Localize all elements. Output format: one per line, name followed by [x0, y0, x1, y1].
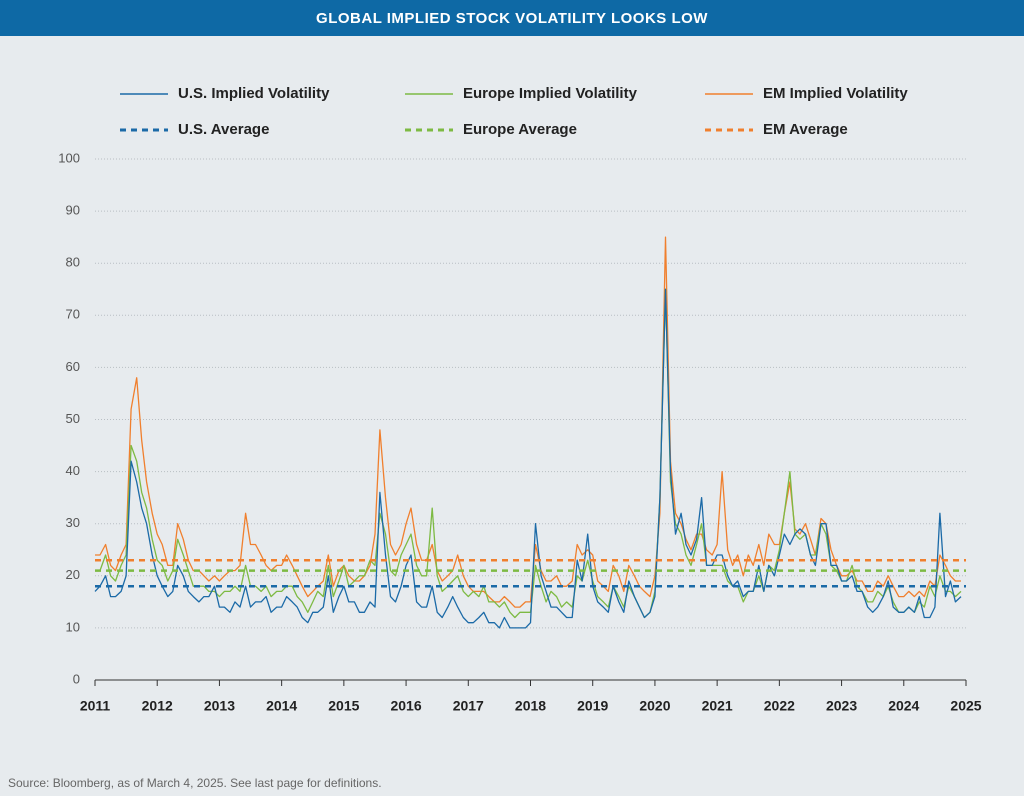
x-tick-label: 2018: [515, 698, 546, 714]
y-tick-label: 30: [66, 515, 80, 530]
legend-label: EM Implied Volatility: [763, 85, 908, 102]
x-tick-label: 2014: [266, 698, 297, 714]
y-tick-label: 80: [66, 255, 80, 270]
x-tick-label: 2013: [204, 698, 235, 714]
y-tick-label: 20: [66, 567, 80, 582]
y-tick-label: 10: [66, 619, 80, 634]
y-tick-label: 40: [66, 463, 80, 478]
x-tick-label: 2012: [142, 698, 173, 714]
legend-label: EM Average: [763, 121, 848, 138]
title-bar: [0, 0, 1024, 36]
x-tick-label: 2023: [826, 698, 857, 714]
y-tick-label: 0: [73, 671, 80, 686]
series-line: [94, 288, 962, 629]
x-tick-label: 2011: [80, 698, 111, 714]
legend-label: Europe Average: [463, 121, 577, 138]
y-tick-label: 60: [66, 359, 80, 374]
y-tick-label: 70: [66, 307, 80, 322]
x-tick-label: 2016: [390, 698, 421, 714]
x-tick-label: 2025: [950, 698, 981, 714]
legend-label: U.S. Implied Volatility: [178, 85, 330, 102]
y-tick-label: 50: [66, 411, 80, 426]
x-tick-label: 2022: [764, 698, 795, 714]
x-tick-label: 2019: [577, 698, 608, 714]
x-tick-label: 2024: [888, 698, 919, 714]
x-tick-label: 2015: [328, 698, 359, 714]
x-tick-label: 2021: [702, 698, 733, 714]
y-tick-label: 90: [66, 203, 80, 218]
chart-title: GLOBAL IMPLIED STOCK VOLATILITY LOOKS LO…: [316, 10, 708, 27]
source-note: Source: Bloomberg, as of March 4, 2025. …: [8, 776, 382, 790]
legend-label: Europe Implied Volatility: [463, 85, 638, 102]
series-line: [95, 288, 962, 619]
y-tick-label: 100: [58, 150, 80, 165]
legend-label: U.S. Average: [178, 121, 269, 138]
series-line: [95, 236, 961, 608]
x-tick-label: 2020: [639, 698, 670, 714]
x-tick-label: 2017: [453, 698, 484, 714]
